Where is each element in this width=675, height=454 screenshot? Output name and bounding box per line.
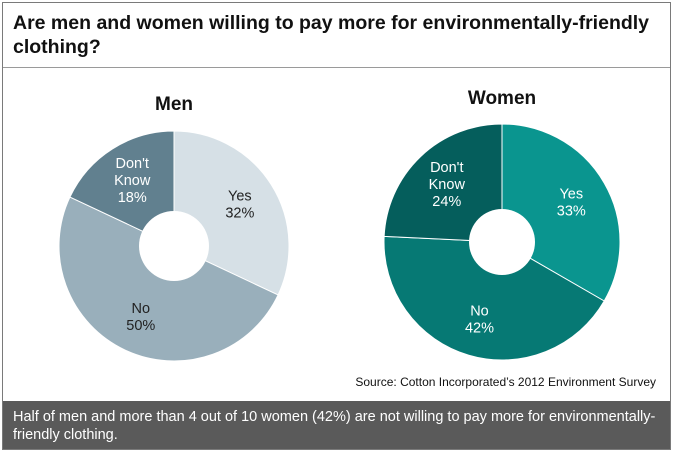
women-donut: Women Yes 33% No 42% Don't Know 24%	[383, 88, 621, 361]
infographic-frame: Are men and women willing to pay more fo…	[2, 2, 671, 450]
men-slice-don-t-know	[69, 130, 175, 247]
women-label-don-t-know: Don't Know 24%	[429, 160, 466, 210]
page-title: Are men and women willing to pay more fo…	[13, 12, 650, 58]
women-donut-hole	[469, 209, 535, 275]
women-slice-don-t-know	[383, 123, 503, 243]
women-label-yes: Yes 33%	[557, 187, 586, 220]
men-chart-title: Men	[155, 94, 193, 115]
men-label-don-t-know: Don't Know 18%	[114, 156, 151, 206]
women-chart-title: Women	[468, 88, 536, 109]
men-label-no: No 50%	[126, 301, 155, 334]
title-divider	[3, 67, 670, 68]
donut-charts: Men Yes 32% No 50% Don't Know 18% Women Yes 33% No 4…	[58, 88, 621, 362]
summary-footer: Half of men and more than 4 out of 10 wo…	[3, 401, 670, 449]
source-note: Source: Cotton Incorporated’s 2012 Envir…	[355, 375, 656, 389]
men-label-yes: Yes 32%	[225, 189, 254, 222]
men-donut-hole	[139, 211, 209, 281]
women-slice-no	[383, 235, 605, 361]
women-label-no: No 42%	[465, 303, 494, 336]
men-donut: Men Yes 32% No 50% Don't Know 18%	[58, 94, 290, 362]
